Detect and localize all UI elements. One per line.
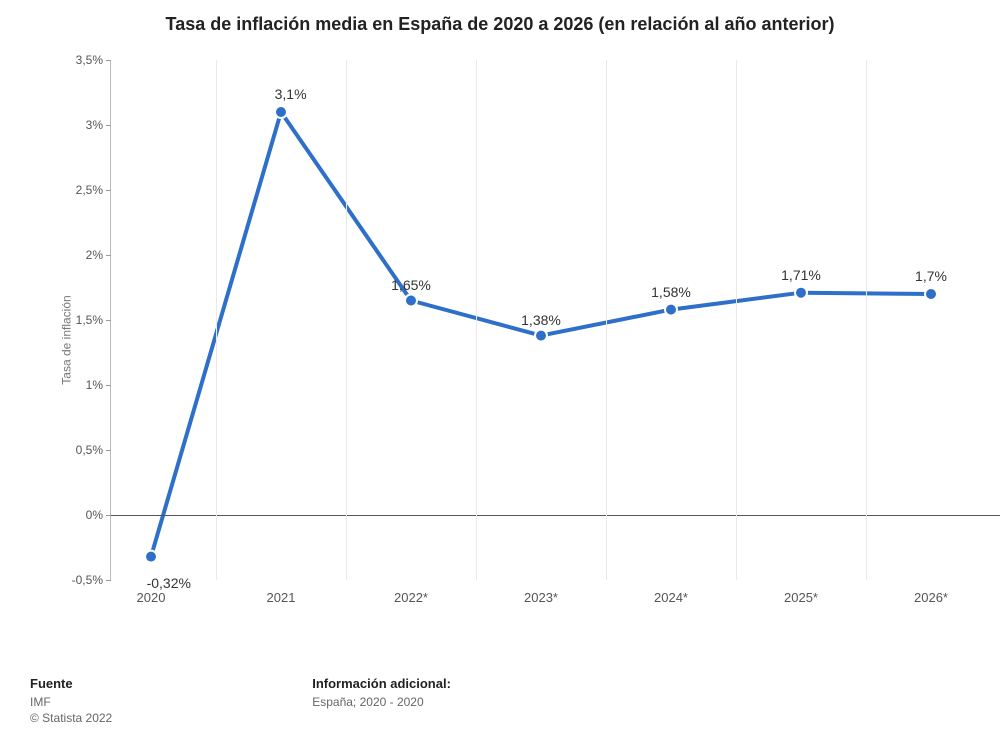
x-tick-label: 2023* [524,590,558,605]
y-tick [106,190,111,191]
point-label: 3,1% [275,86,307,102]
point-label: 1,38% [521,312,561,328]
v-gridline [866,60,867,580]
y-tick [106,60,111,61]
x-tick-label: 2020 [137,590,166,605]
point-label: 1,7% [915,268,947,284]
y-tick [106,125,111,126]
y-tick [106,580,111,581]
data-point[interactable] [405,295,417,307]
y-tick [106,450,111,451]
data-point[interactable] [145,551,157,563]
y-tick-label: 3% [86,118,103,132]
copyright-line: © Statista 2022 [30,711,112,725]
y-tick-label: 3,5% [76,53,103,67]
v-gridline [476,60,477,580]
y-tick-label: 1,5% [76,313,103,327]
chart-footer: Fuente IMF © Statista 2022 Información a… [30,676,970,725]
y-axis-label: Tasa de inflación [60,295,74,384]
point-label: 1,71% [781,267,821,283]
chart-container: Tasa de inflación -0,5%0%0,5%1%1,5%2%2,5… [30,50,980,630]
v-gridline [736,60,737,580]
footer-source: Fuente IMF © Statista 2022 [30,676,112,725]
info-line: España; 2020 - 2020 [312,695,451,709]
chart-title: Tasa de inflación media en España de 202… [0,0,1000,41]
x-tick-label: 2021 [267,590,296,605]
y-tick [106,320,111,321]
y-tick [106,255,111,256]
source-heading: Fuente [30,676,112,691]
y-tick-label: 1% [86,378,103,392]
data-point[interactable] [535,330,547,342]
point-label: 1,65% [391,277,431,293]
source-line: IMF [30,695,112,709]
v-gridline [346,60,347,580]
x-tick-label: 2024* [654,590,688,605]
y-tick-label: -0,5% [72,573,103,587]
y-tick [106,385,111,386]
data-point[interactable] [665,304,677,316]
y-tick-label: 2,5% [76,183,103,197]
x-tick-label: 2025* [784,590,818,605]
plot-area: -0,5%0%0,5%1%1,5%2%2,5%3%3,5%20202021202… [110,60,970,580]
footer-info: Información adicional: España; 2020 - 20… [312,676,451,725]
data-point[interactable] [275,106,287,118]
x-tick-label: 2022* [394,590,428,605]
y-tick-label: 2% [86,248,103,262]
data-point[interactable] [795,287,807,299]
data-point[interactable] [925,288,937,300]
info-heading: Información adicional: [312,676,451,691]
y-tick-label: 0% [86,508,103,522]
y-tick-label: 0,5% [76,443,103,457]
point-label: -0,32% [147,575,191,591]
v-gridline [216,60,217,580]
x-tick-label: 2026* [914,590,948,605]
point-label: 1,58% [651,284,691,300]
v-gridline [606,60,607,580]
